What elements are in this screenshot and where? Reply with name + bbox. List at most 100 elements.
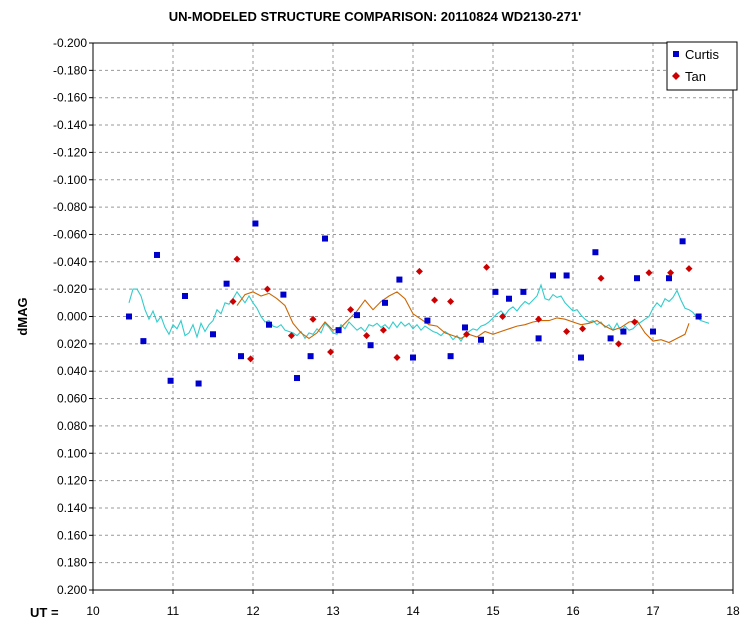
curtis-point bbox=[223, 280, 230, 287]
y-tick-label: 0.120 bbox=[57, 474, 87, 488]
curtis-point bbox=[182, 292, 188, 299]
x-axis-label: UT = bbox=[30, 605, 59, 620]
tan-point bbox=[483, 263, 491, 271]
curtis-point bbox=[478, 336, 484, 343]
tan-point bbox=[379, 326, 387, 334]
y-tick-label: 0.200 bbox=[57, 583, 87, 597]
legend: Curtis Tan bbox=[666, 41, 738, 91]
curtis-point bbox=[666, 275, 672, 282]
y-tick-label: 0.000 bbox=[57, 310, 87, 324]
x-tick-label: 16 bbox=[566, 604, 580, 618]
tan-point bbox=[415, 267, 423, 275]
curtis-point bbox=[252, 220, 259, 227]
curtis-point bbox=[307, 353, 314, 360]
curtis-point bbox=[578, 354, 584, 361]
curtis-point bbox=[462, 324, 468, 331]
curtis-point bbox=[396, 276, 403, 283]
tan-point bbox=[447, 297, 455, 305]
curtis-point bbox=[506, 295, 512, 302]
tan-point bbox=[667, 269, 675, 277]
x-tick-label: 17 bbox=[646, 604, 660, 618]
curtis-point bbox=[563, 272, 570, 279]
tan-point bbox=[685, 265, 693, 273]
tan-point bbox=[535, 315, 543, 323]
tan-point bbox=[563, 328, 571, 336]
tan-point bbox=[463, 330, 471, 338]
y-tick-label: -0.180 bbox=[53, 63, 87, 77]
x-tick-label: 13 bbox=[326, 604, 340, 618]
curtis-point bbox=[210, 331, 216, 338]
curtis-point bbox=[650, 328, 656, 335]
curtis-point bbox=[382, 299, 388, 306]
curtis-point bbox=[679, 238, 686, 245]
x-tick-label: 10 bbox=[86, 604, 100, 618]
plot-frame bbox=[92, 42, 734, 591]
series-lines bbox=[128, 283, 710, 344]
tan-point bbox=[287, 332, 295, 340]
tan-point bbox=[327, 348, 335, 356]
series-line-3 bbox=[236, 291, 690, 344]
curtis-point bbox=[592, 249, 599, 256]
y-tick-label: -0.060 bbox=[53, 227, 87, 241]
x-tick-label: 12 bbox=[246, 604, 260, 618]
legend-label-tan: Tan bbox=[685, 69, 706, 84]
y-tick-label: -0.080 bbox=[53, 200, 87, 214]
curtis-point bbox=[195, 380, 202, 387]
series-points bbox=[126, 220, 702, 387]
tan-point bbox=[579, 325, 587, 333]
tan-point bbox=[615, 340, 623, 348]
curtis-point bbox=[535, 335, 542, 342]
y-tick-label: 0.080 bbox=[57, 419, 87, 433]
tan-point bbox=[363, 332, 371, 340]
curtis-point bbox=[167, 377, 174, 384]
curtis-point bbox=[266, 321, 272, 328]
legend-marker-curtis bbox=[673, 51, 679, 57]
y-tick-label: 0.040 bbox=[57, 364, 87, 378]
y-axis-ticks: -0.200 -0.180 -0.160 -0.140 -0.120 -0.100 -0.0… bbox=[53, 36, 93, 597]
legend-label-curtis: Curtis bbox=[685, 47, 719, 62]
x-tick-label: 14 bbox=[406, 604, 420, 618]
curtis-point bbox=[140, 338, 147, 345]
y-tick-label: -0.160 bbox=[53, 91, 87, 105]
y-tick-label: -0.140 bbox=[53, 118, 87, 132]
curtis-point bbox=[620, 328, 627, 335]
y-tick-label: 0.060 bbox=[57, 392, 87, 406]
x-tick-label: 18 bbox=[726, 604, 740, 618]
y-tick-label: -0.100 bbox=[53, 173, 87, 187]
y-tick-label: -0.200 bbox=[53, 36, 87, 50]
tan-point bbox=[431, 296, 439, 304]
y-tick-label: -0.020 bbox=[53, 282, 87, 296]
curtis-point bbox=[492, 288, 499, 295]
tan-point bbox=[263, 285, 271, 293]
tan-point bbox=[309, 315, 317, 323]
y-tick-label: 0.140 bbox=[57, 501, 87, 515]
curtis-point bbox=[695, 313, 702, 320]
y-axis-label: dMAG bbox=[15, 297, 30, 335]
y-tick-label: 0.020 bbox=[57, 337, 87, 351]
curtis-point bbox=[280, 291, 287, 298]
y-tick-label: 0.100 bbox=[57, 446, 87, 460]
tan-point bbox=[499, 313, 507, 320]
tan-point bbox=[597, 274, 605, 282]
curtis-point bbox=[367, 342, 374, 349]
tan-point bbox=[645, 269, 653, 277]
chart-title: UN-MODELED STRUCTURE COMPARISON: 2011082… bbox=[169, 9, 581, 24]
y-tick-label: -0.120 bbox=[53, 145, 87, 159]
tan-point bbox=[347, 306, 355, 314]
curtis-point bbox=[238, 353, 244, 360]
legend-box bbox=[666, 41, 738, 91]
gridlines bbox=[93, 43, 733, 590]
y-tick-label: 0.180 bbox=[57, 556, 87, 570]
tan-point bbox=[229, 297, 237, 305]
curtis-point bbox=[634, 275, 640, 282]
y-tick-label: 0.160 bbox=[57, 528, 87, 542]
curtis-point bbox=[335, 327, 342, 334]
curtis-point bbox=[154, 251, 160, 258]
curtis-point bbox=[424, 317, 431, 324]
curtis-point bbox=[410, 354, 416, 361]
curtis-point bbox=[550, 272, 556, 279]
x-tick-label: 11 bbox=[167, 604, 180, 618]
curtis-point bbox=[294, 375, 300, 382]
curtis-point bbox=[126, 313, 132, 320]
